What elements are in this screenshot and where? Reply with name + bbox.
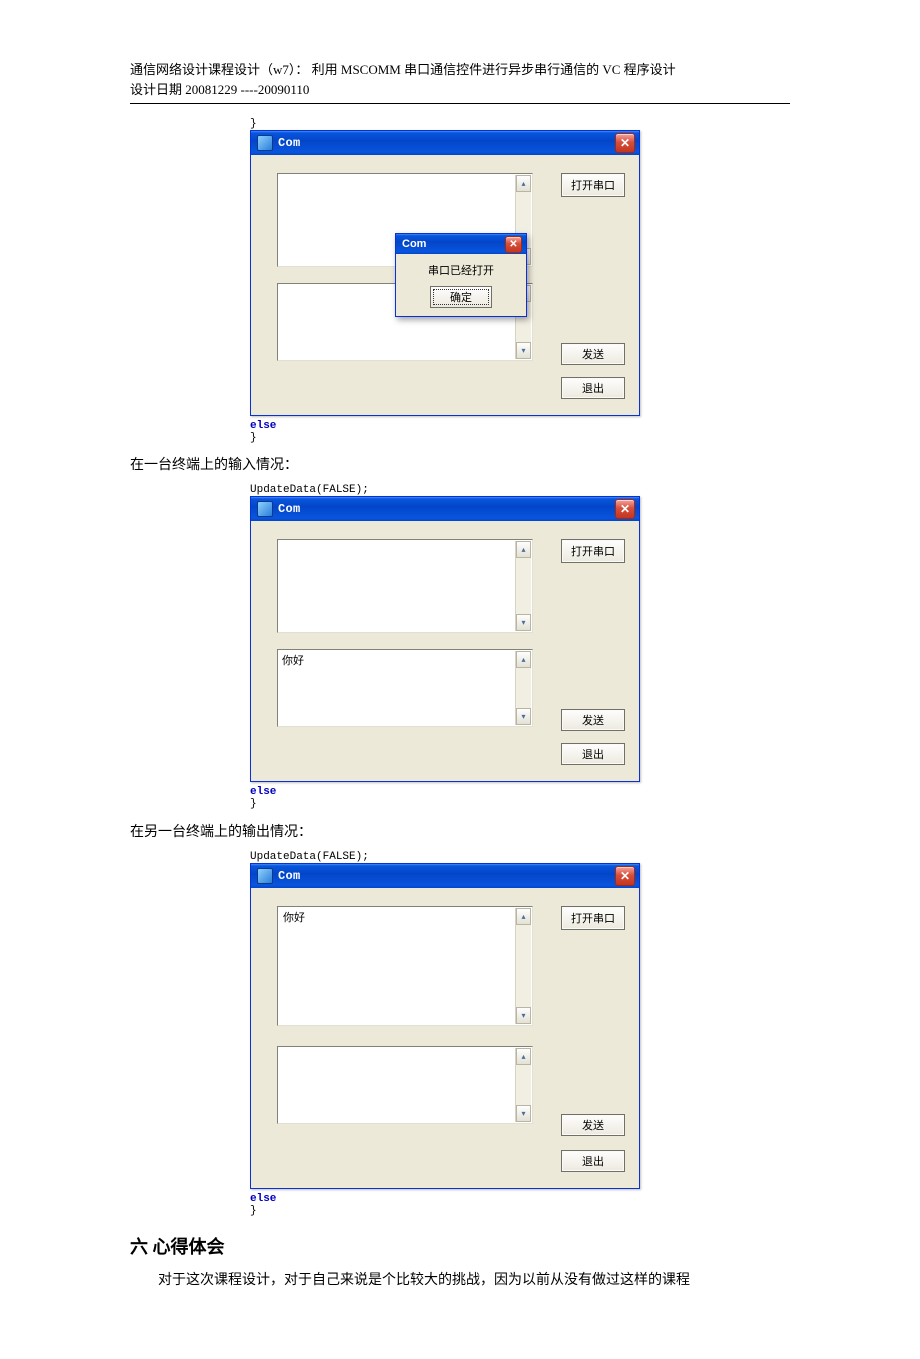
send-text: 你好 (282, 655, 304, 667)
scrollbar-icon[interactable]: ▴▾ (515, 908, 531, 1024)
open-port-button[interactable]: 打开串口 (561, 539, 625, 563)
send-button[interactable]: 发送 (561, 1114, 625, 1136)
open-port-label: 打开串口 (571, 543, 615, 559)
send-label: 发送 (582, 346, 604, 362)
ok-button[interactable]: 确定 (430, 286, 492, 308)
client-area-a: ▴▾ ▴▾ 打开串口 发送 退出 Com ✕ 串口已经打开 确定 (251, 155, 639, 415)
window-title: Com (278, 136, 615, 150)
scrollbar-icon[interactable]: ▴▾ (515, 1048, 531, 1122)
open-port-button[interactable]: 打开串口 (561, 906, 625, 930)
titlebar-b: Com ✕ (251, 497, 639, 521)
document-page: 通信网络设计课程设计（w7）： 利用 MSCOMM 串口通信控件进行异步串行通信… (0, 0, 920, 1359)
app-icon (257, 868, 273, 884)
code-fragment-else-2: else} (250, 786, 790, 810)
close-icon[interactable]: ✕ (615, 499, 635, 519)
screenshot-c: Com ✕ 你好 ▴▾ ▴▾ 打开串口 发送 退出 (250, 863, 790, 1189)
open-port-label: 打开串口 (571, 910, 615, 926)
open-port-button[interactable]: 打开串口 (561, 173, 625, 197)
send-label: 发送 (582, 712, 604, 728)
exit-label: 退出 (582, 746, 604, 762)
screenshot-b: Com ✕ ▴▾ 你好 ▴▾ 打开串口 发送 退出 (250, 496, 790, 782)
exit-button[interactable]: 退出 (561, 1150, 625, 1172)
code-fragment-brace-top: } (250, 118, 790, 130)
messagebox-title: Com (402, 238, 505, 250)
dialog-a: Com ✕ ▴▾ ▴▾ 打开串口 发送 退出 Com ✕ (250, 130, 640, 416)
header-rule (130, 103, 790, 104)
section-6-para: 对于这次课程设计，对于自己来说是个比较大的挑战，因为以前从没有做过这样的课程 (130, 1269, 790, 1289)
exit-label: 退出 (582, 1153, 604, 1169)
dialog-b: Com ✕ ▴▾ 你好 ▴▾ 打开串口 发送 退出 (250, 496, 640, 782)
send-textbox[interactable]: 你好 ▴▾ (277, 649, 533, 727)
close-icon[interactable]: ✕ (615, 866, 635, 886)
client-area-c: 你好 ▴▾ ▴▾ 打开串口 发送 退出 (251, 888, 639, 1188)
scrollbar-icon[interactable]: ▴▾ (515, 541, 531, 631)
send-button[interactable]: 发送 (561, 709, 625, 731)
header-line-1: 通信网络设计课程设计（w7）： 利用 MSCOMM 串口通信控件进行异步串行通信… (130, 60, 790, 80)
close-icon[interactable]: ✕ (505, 236, 522, 253)
messagebox-text: 串口已经打开 (396, 254, 526, 286)
code-fragment-else-3: else} (250, 1193, 790, 1217)
window-title: Com (278, 502, 615, 516)
exit-label: 退出 (582, 380, 604, 396)
app-icon (257, 501, 273, 517)
open-port-label: 打开串口 (571, 177, 615, 193)
receive-textbox[interactable]: ▴▾ (277, 539, 533, 633)
receive-text: 你好 (282, 909, 306, 925)
receive-textbox[interactable]: 你好 ▴▾ (277, 906, 533, 1026)
messagebox-okrow: 确定 (396, 286, 526, 316)
header-line-2: 设计日期 20081229 ----20090110 (130, 80, 790, 100)
messagebox: Com ✕ 串口已经打开 确定 (395, 233, 527, 317)
exit-button[interactable]: 退出 (561, 377, 625, 399)
caption-1: 在一台终端上的输入情况： (130, 454, 790, 474)
send-textbox[interactable]: ▴▾ (277, 1046, 533, 1124)
code-fragment-else-1: else} (250, 420, 790, 444)
send-button[interactable]: 发送 (561, 343, 625, 365)
app-icon (257, 135, 273, 151)
exit-button[interactable]: 退出 (561, 743, 625, 765)
ok-label: 确定 (450, 289, 472, 305)
client-area-b: ▴▾ 你好 ▴▾ 打开串口 发送 退出 (251, 521, 639, 781)
close-icon[interactable]: ✕ (615, 133, 635, 153)
window-title: Com (278, 869, 615, 883)
code-fragment-update-1: UpdateData(FALSE); (250, 484, 790, 496)
screenshot-a: Com ✕ ▴▾ ▴▾ 打开串口 发送 退出 Com ✕ (250, 130, 790, 416)
messagebox-titlebar: Com ✕ (396, 234, 526, 254)
send-label: 发送 (582, 1117, 604, 1133)
code-fragment-update-2: UpdateData(FALSE); (250, 851, 790, 863)
titlebar-a: Com ✕ (251, 131, 639, 155)
caption-2: 在另一台终端上的输出情况： (130, 821, 790, 841)
dialog-c: Com ✕ 你好 ▴▾ ▴▾ 打开串口 发送 退出 (250, 863, 640, 1189)
titlebar-c: Com ✕ (251, 864, 639, 888)
section-6-title: 六 心得体会 (130, 1233, 790, 1259)
scrollbar-icon[interactable]: ▴▾ (515, 651, 531, 725)
